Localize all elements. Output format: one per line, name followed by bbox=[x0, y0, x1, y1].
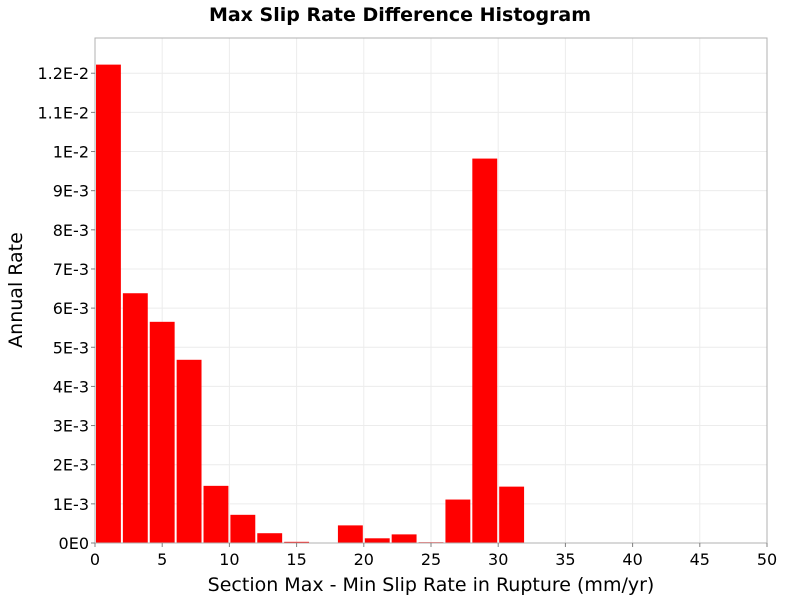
x-tick-label: 20 bbox=[354, 550, 374, 569]
x-tick-label: 15 bbox=[286, 550, 306, 569]
y-tick-label: 1E-3 bbox=[53, 495, 89, 514]
histogram-bar bbox=[96, 64, 121, 544]
histogram-bars bbox=[96, 64, 525, 544]
y-tick-label: 2E-3 bbox=[53, 456, 89, 475]
y-tick-label: 9E-3 bbox=[53, 182, 89, 201]
y-tick-label: 8E-3 bbox=[53, 221, 89, 240]
y-tick-label: 1.1E-2 bbox=[37, 103, 89, 122]
histogram-bar bbox=[499, 486, 525, 543]
histogram-bar bbox=[364, 538, 390, 543]
x-tick-label: 35 bbox=[555, 550, 575, 569]
histogram-bar bbox=[149, 321, 175, 543]
y-tick-label: 5E-3 bbox=[53, 338, 89, 357]
y-axis: 0E0 1E-3 2E-3 3E-3 4E-3 5E-3 6E-3 7E-3 8E-3 9E-3 1… bbox=[37, 64, 95, 553]
x-tick-label: 5 bbox=[157, 550, 167, 569]
x-axis-label: Section Max - Min Slip Rate in Rupture (… bbox=[208, 574, 655, 596]
x-tick-label: 45 bbox=[690, 550, 710, 569]
x-axis: 0 5 10 15 20 25 30 35 40 45 50 bbox=[90, 543, 777, 569]
x-tick-label: 40 bbox=[622, 550, 642, 569]
x-tick-label: 25 bbox=[421, 550, 441, 569]
histogram-bar bbox=[257, 533, 283, 543]
histogram-bar bbox=[472, 158, 498, 543]
x-tick-label: 30 bbox=[488, 550, 508, 569]
y-tick-label: 1.2E-2 bbox=[37, 64, 89, 83]
x-tick-label: 10 bbox=[219, 550, 239, 569]
histogram-bar bbox=[284, 541, 310, 543]
histogram-bar bbox=[230, 514, 256, 543]
x-tick-label: 50 bbox=[757, 550, 777, 569]
y-tick-label: 7E-3 bbox=[53, 260, 89, 279]
histogram-bar bbox=[445, 499, 471, 543]
y-tick-label: 1E-2 bbox=[53, 143, 89, 162]
histogram-bar bbox=[391, 534, 417, 543]
y-tick-label: 0E0 bbox=[59, 534, 89, 553]
histogram-bar bbox=[122, 293, 148, 543]
y-tick-label: 3E-3 bbox=[53, 417, 89, 436]
histogram-bar bbox=[176, 359, 202, 543]
histogram-bar bbox=[337, 525, 363, 543]
chart-title: Max Slip Rate Difference Histogram bbox=[209, 4, 591, 26]
y-axis-label: Annual Rate bbox=[5, 232, 27, 348]
histogram-bar bbox=[203, 485, 229, 543]
x-tick-label: 0 bbox=[90, 550, 100, 569]
y-tick-label: 6E-3 bbox=[53, 299, 89, 318]
y-tick-label: 4E-3 bbox=[53, 377, 89, 396]
